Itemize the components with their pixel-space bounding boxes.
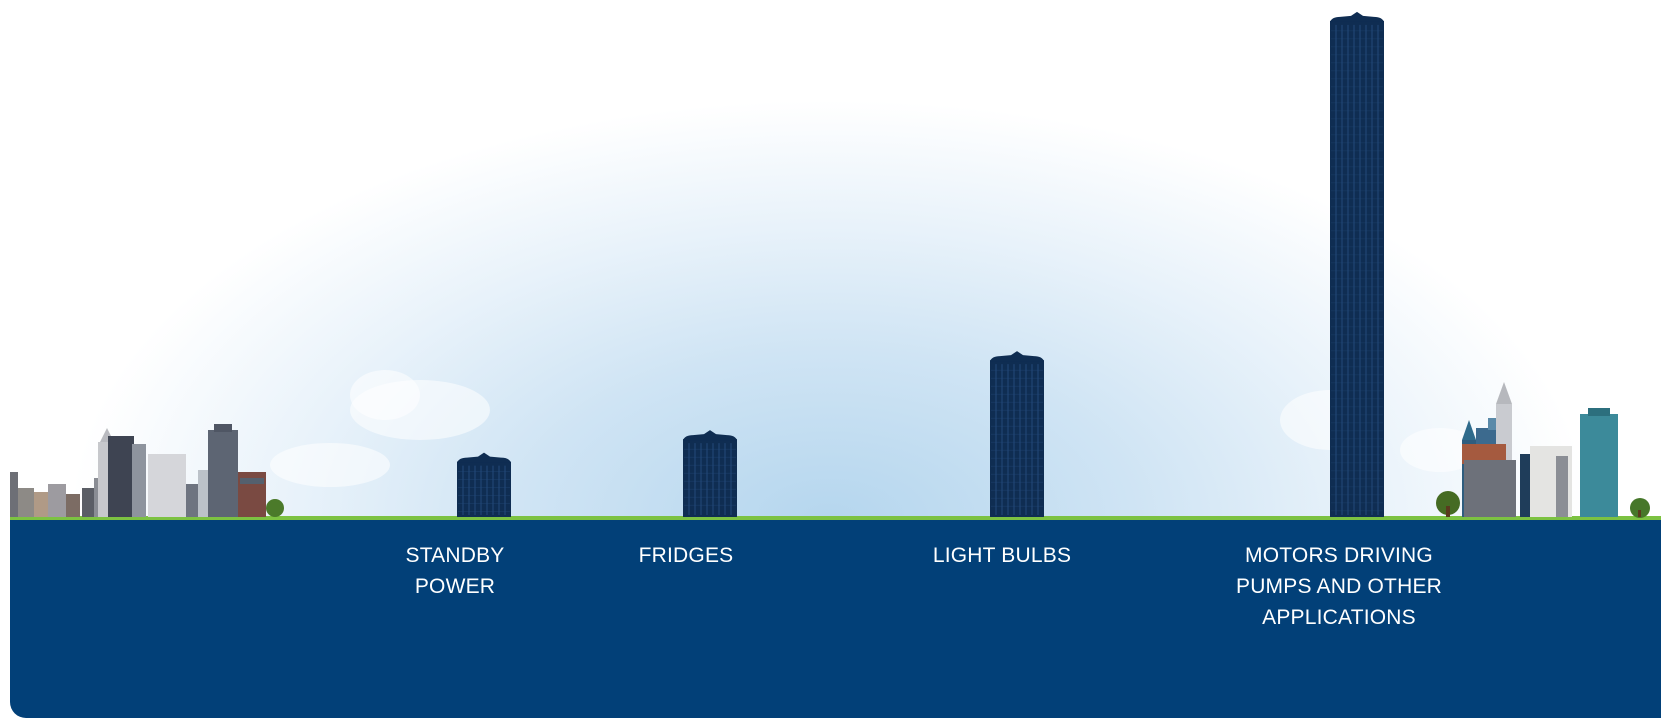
sky-background [0,0,1661,520]
bar-3 [990,351,1044,517]
category-label-light-bulbs: LIGHT BULBS [932,544,1072,567]
bar-series [457,11,1384,517]
skyline-right-illustration [1436,382,1650,518]
ground-panel [10,520,1661,718]
grass-line [10,516,1661,521]
cloud-icon [270,370,1480,487]
bar-4 [1330,11,1384,517]
skyline-left-illustration [10,424,284,517]
bar-1 [457,452,511,517]
bar-2 [683,430,737,517]
category-label-fridges: FRIDGES [638,544,734,567]
category-label-standby-power: STANDBY POWER [405,544,505,598]
category-label-motors: MOTORS DRIVING PUMPS AND OTHER APPLICATI… [1235,544,1443,629]
